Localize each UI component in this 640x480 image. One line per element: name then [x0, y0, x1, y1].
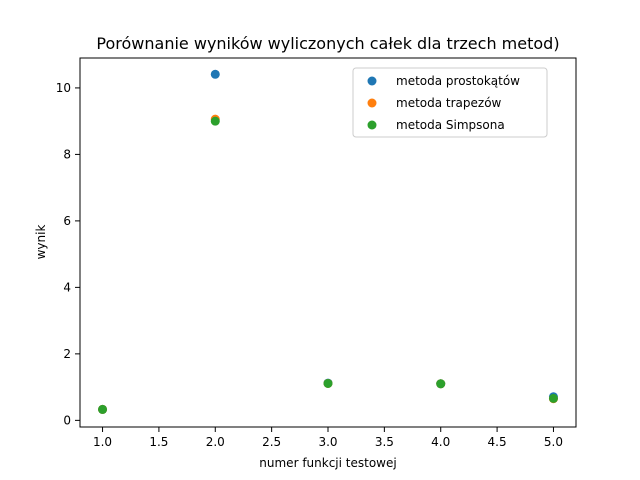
x-tick-label: 2.0: [206, 435, 225, 449]
y-tick-label: 0: [63, 413, 71, 427]
y-axis-label: wynik: [34, 225, 48, 260]
legend-marker: [367, 120, 377, 130]
data-point-series-3: [323, 378, 333, 388]
x-tick-label: 4.5: [488, 435, 507, 449]
legend: metoda prostokątów metoda trapezów metoda …: [352, 67, 548, 138]
chart-title: Porównanie wyników wyliczonych całek dla…: [96, 34, 559, 53]
data-points: [98, 69, 558, 414]
y-tick-label: 2: [63, 347, 71, 361]
data-point-series-3: [210, 116, 220, 126]
y-tick-label: 4: [63, 280, 71, 294]
plot-frame: [79, 57, 577, 428]
x-tick-label: 3.5: [375, 435, 394, 449]
x-axis-label: numer funkcji testowej: [259, 456, 396, 470]
data-point-series-3: [436, 379, 446, 389]
legend-box: [352, 67, 548, 138]
x-axis-ticks: 1.0 1.5 2.0 2.5 3.0 3.5 4.0 4.5 5.0: [93, 427, 563, 449]
legend-marker: [367, 98, 377, 108]
x-tick-label: 2.5: [262, 435, 281, 449]
x-tick-label: 4.0: [431, 435, 450, 449]
data-point-series-3: [548, 393, 558, 403]
x-tick-label: 3.0: [318, 435, 337, 449]
data-point-series-3: [98, 404, 108, 414]
legend-label: metoda trapezów: [396, 96, 502, 110]
legend-label: metoda Simpsona: [396, 118, 505, 132]
y-tick-label: 10: [56, 81, 71, 95]
data-point-series-1: [210, 69, 220, 79]
y-tick-label: 6: [63, 214, 71, 228]
legend-marker: [367, 76, 377, 86]
x-tick-label: 1.5: [149, 435, 168, 449]
x-tick-label: 1.0: [93, 435, 112, 449]
x-tick-label: 5.0: [544, 435, 563, 449]
legend-label: metoda prostokątów: [396, 74, 520, 88]
y-tick-label: 8: [63, 147, 71, 161]
y-axis-ticks: 0 2 4 6 8 10: [56, 81, 80, 427]
